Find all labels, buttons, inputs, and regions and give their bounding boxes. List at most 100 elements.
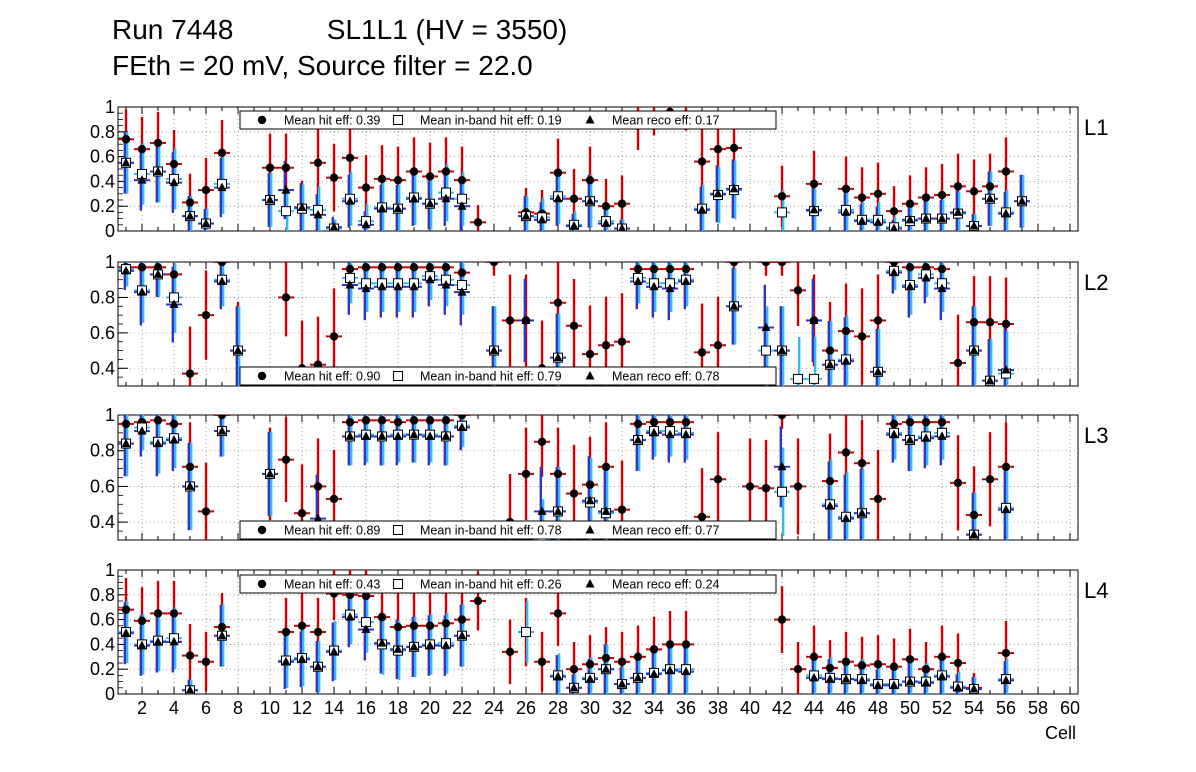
marker-hit: [889, 662, 899, 671]
marker-reco: [841, 356, 851, 365]
marker-reco: [281, 656, 291, 666]
marker-reco: [857, 675, 867, 684]
marker-reco: [185, 685, 195, 694]
marker-reco: [137, 640, 147, 650]
marker-reco: [425, 640, 435, 650]
marker-hit: [1001, 167, 1011, 176]
marker-reco: [169, 177, 179, 187]
legend-marker-inband: [393, 371, 403, 381]
marker-reco: [537, 214, 547, 224]
marker-hit: [841, 657, 851, 666]
marker-hit: [1001, 319, 1011, 329]
y-tick-label: 0.2: [90, 196, 115, 216]
marker-hit: [553, 298, 563, 307]
y-tick-label: 0.6: [90, 476, 115, 496]
marker-reco: [713, 188, 723, 198]
marker-hit: [969, 510, 979, 520]
marker-hit: [361, 263, 371, 272]
marker-reco: [905, 676, 915, 686]
marker-hit: [393, 175, 403, 185]
marker-reco: [585, 196, 595, 205]
legend-entry-inband: Mean in-band hit eff: 0.79: [420, 370, 562, 384]
marker-hit: [665, 264, 675, 274]
chart-title-run: Run 7448 SL1L1 (HV = 3550): [112, 14, 567, 46]
marker-hit: [329, 332, 339, 341]
marker-hit: [473, 596, 483, 606]
marker-inband: [777, 207, 787, 218]
marker-reco: [377, 281, 387, 291]
marker-reco: [1001, 675, 1011, 684]
marker-hit: [217, 262, 227, 267]
legend-marker-reco: [585, 579, 595, 588]
marker-reco: [633, 276, 643, 285]
y-tick-label: 0.8: [90, 122, 115, 142]
marker-hit: [617, 337, 627, 346]
marker-hit: [857, 193, 867, 202]
marker-hit: [809, 652, 819, 661]
marker-reco: [121, 157, 131, 167]
marker-reco: [441, 193, 451, 203]
marker-hit: [633, 419, 643, 429]
marker-hit: [345, 153, 355, 163]
marker-hit: [169, 270, 179, 279]
x-tick-label: 4: [169, 698, 179, 718]
marker-reco: [425, 274, 435, 284]
x-tick-label: 18: [388, 698, 408, 718]
x-tick-label: 28: [548, 698, 568, 718]
marker-reco: [937, 213, 947, 223]
marker-hit: [329, 173, 339, 182]
marker-hit: [537, 437, 547, 446]
marker-reco: [169, 299, 179, 309]
marker-reco: [905, 281, 915, 291]
marker-hit: [857, 332, 867, 341]
marker-reco: [121, 628, 131, 637]
marker-reco: [441, 640, 451, 650]
y-tick-label: 0.4: [90, 358, 115, 378]
marker-hit: [825, 663, 835, 673]
marker-reco: [953, 682, 963, 692]
marker-hit: [841, 448, 851, 457]
legend-marker-hit: [257, 525, 267, 535]
marker-hit: [793, 665, 803, 674]
marker-hit: [617, 199, 627, 208]
marker-reco: [969, 684, 979, 693]
legend-entry-inband: Mean in-band hit eff: 0.78: [420, 524, 562, 538]
series-group: [118, 262, 1014, 386]
marker-hit: [985, 475, 995, 484]
marker-reco: [825, 359, 835, 369]
marker-reco: [457, 201, 467, 210]
marker-hit: [841, 184, 851, 194]
marker-reco: [921, 213, 931, 223]
x-tick-label: 50: [900, 698, 920, 718]
marker-reco: [121, 438, 131, 448]
marker-reco: [393, 281, 403, 291]
marker-reco: [409, 193, 419, 203]
marker-reco: [169, 435, 179, 444]
marker-hit: [537, 657, 547, 666]
marker-reco: [617, 679, 627, 688]
marker-hit: [409, 167, 419, 176]
marker-hit: [393, 417, 403, 427]
marker-reco: [1001, 504, 1011, 514]
marker-reco: [937, 671, 947, 681]
marker-hit: [425, 416, 435, 425]
marker-hit: [633, 264, 643, 274]
marker-hit: [889, 419, 899, 429]
marker-reco: [425, 431, 435, 440]
marker-hit: [777, 615, 787, 624]
marker-hit: [617, 505, 627, 514]
marker-reco: [345, 431, 355, 440]
marker-hit: [873, 660, 883, 669]
marker-hit: [793, 482, 803, 491]
marker-reco: [649, 281, 659, 291]
legend-box: [239, 366, 777, 386]
x-tick-label: 46: [836, 698, 856, 718]
marker-hit: [713, 144, 723, 154]
marker-hit: [985, 182, 995, 191]
marker-reco: [969, 221, 979, 230]
marker-hit: [153, 609, 163, 618]
legend-marker-hit: [257, 371, 267, 381]
marker-hit: [185, 462, 195, 471]
marker-reco: [345, 612, 355, 621]
marker-reco: [873, 680, 883, 689]
